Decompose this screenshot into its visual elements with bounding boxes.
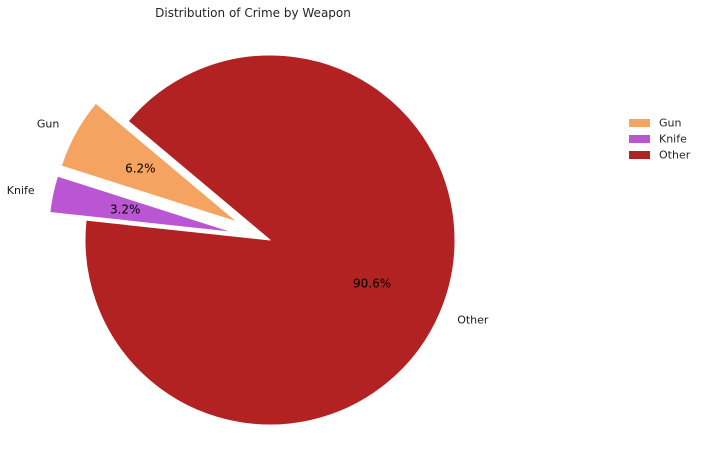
legend: Gun Knife Other (629, 117, 691, 162)
percent-label-knife: 3.2% (110, 202, 141, 216)
slice-label-gun: Gun (37, 117, 59, 130)
percent-label-other: 90.6% (353, 277, 391, 291)
legend-swatch-gun (629, 119, 650, 127)
chart-title: Distribution of Crime by Weapon (155, 6, 351, 20)
pie-slice-other (84, 54, 456, 426)
slice-label-other: Other (457, 313, 489, 326)
slice-label-knife: Knife (7, 184, 35, 197)
legend-label-gun: Gun (659, 117, 681, 130)
legend-swatch-knife (629, 135, 650, 143)
legend-label-other: Other (659, 149, 691, 162)
legend-label-knife: Knife (659, 133, 687, 146)
percent-label-gun: 6.2% (125, 162, 156, 176)
legend-swatch-other (629, 151, 650, 159)
pie-slice-gun (60, 102, 239, 223)
slice-labels: Gun Knife Other (7, 117, 489, 326)
percent-labels: 6.2% 3.2% 90.6% (110, 162, 391, 291)
pie-slices (49, 54, 456, 426)
pie-slice-knife (49, 175, 235, 233)
